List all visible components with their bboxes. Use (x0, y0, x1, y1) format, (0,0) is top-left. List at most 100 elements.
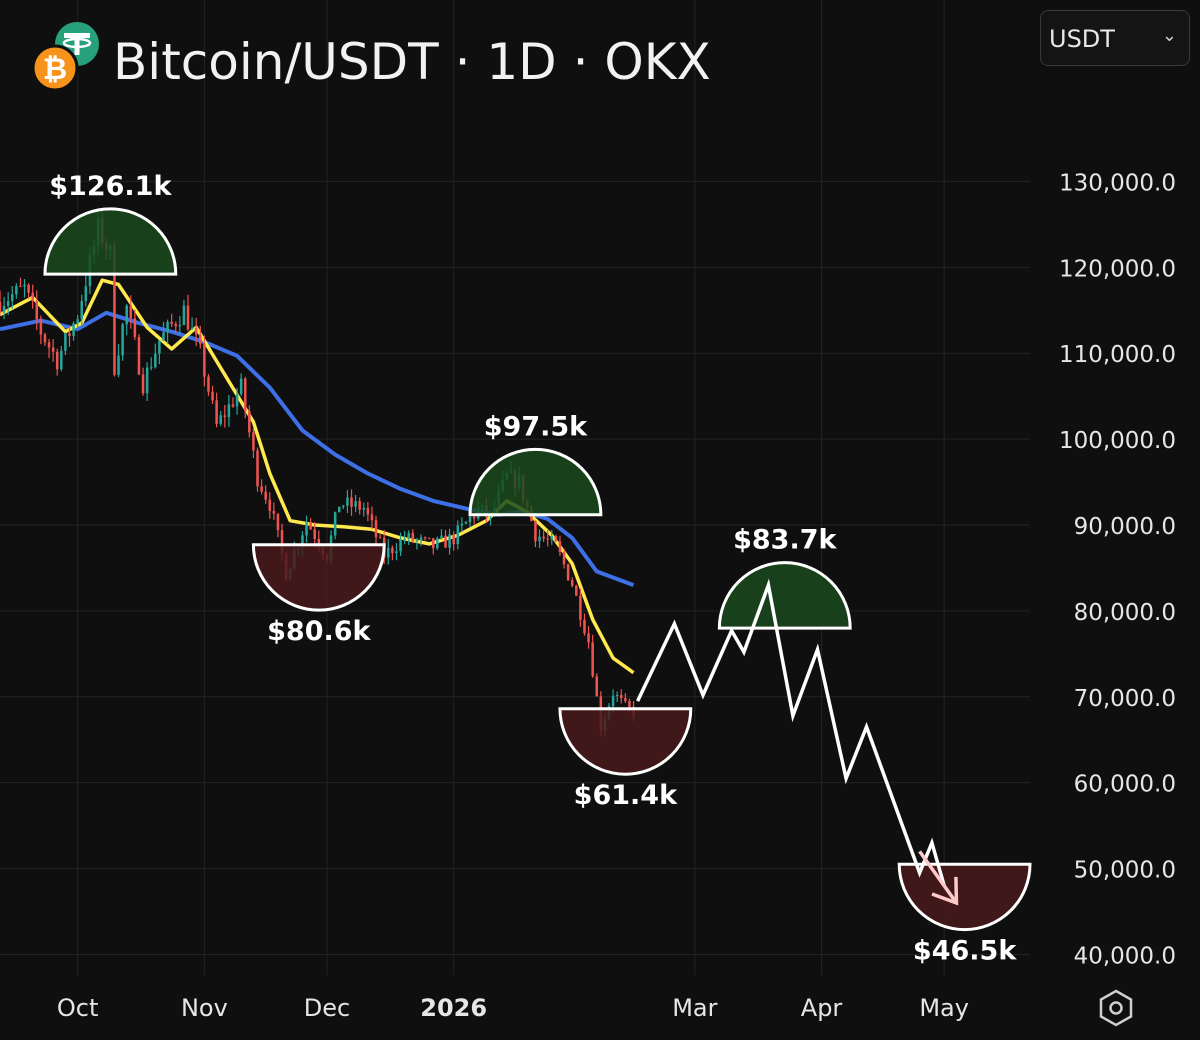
candle (243, 376, 247, 419)
candle (272, 502, 276, 520)
ma-slow-layer (0, 310, 635, 587)
candle (64, 332, 67, 355)
price-label: $80.6k (267, 616, 371, 647)
candle (387, 539, 390, 565)
candle (583, 613, 586, 636)
candle (444, 529, 447, 548)
candle (333, 511, 337, 540)
candle (190, 317, 194, 330)
candle (370, 506, 374, 530)
candle (31, 284, 34, 309)
candle (575, 584, 578, 597)
candle (419, 534, 423, 547)
candle (166, 319, 169, 344)
candle (554, 534, 558, 543)
candle (137, 334, 141, 376)
candle (2, 297, 6, 320)
candle (76, 314, 79, 329)
y-tick-label: 50,000.0 (1074, 858, 1176, 884)
candle (427, 537, 431, 540)
candle (395, 543, 398, 561)
svg-text:₿: ₿ (43, 52, 67, 87)
price-labels-layer: $126.1k $80.6k $97.5k $61.4k $83.7k $46.5k (49, 171, 1017, 967)
x-tick-label: Apr (801, 994, 843, 1022)
price-label: $61.4k (574, 780, 678, 811)
candle (6, 292, 10, 315)
ma-slow-line (0, 310, 635, 587)
bitcoin-icon: ₿ (31, 44, 79, 92)
candle (411, 529, 415, 544)
candle (566, 563, 570, 581)
candle (423, 536, 427, 541)
candle (391, 545, 394, 561)
bottom-zone (558, 707, 693, 776)
x-tick-label: Oct (57, 994, 99, 1022)
candle (538, 529, 541, 548)
candle (84, 275, 88, 307)
candle (39, 315, 43, 345)
candle (468, 514, 472, 528)
bottom-zone (897, 862, 1032, 932)
down-arrow (918, 850, 959, 906)
candle (587, 626, 590, 649)
candle (350, 489, 353, 516)
chart-title: Bitcoin/USDT · 1D · OKX (113, 33, 711, 91)
candle (399, 532, 402, 557)
candle (55, 348, 59, 376)
candle (460, 517, 464, 533)
candle (223, 404, 227, 428)
candle (149, 357, 153, 371)
candle (68, 325, 71, 347)
candle (27, 283, 30, 299)
top-zone (717, 561, 852, 630)
candle (407, 530, 410, 546)
candle (620, 689, 623, 704)
candle (305, 515, 308, 543)
candle (199, 325, 202, 349)
bottom-zone (251, 543, 386, 612)
x-tick-label: Dec (304, 994, 350, 1022)
y-tick-label: 70,000.0 (1074, 686, 1176, 712)
candle (346, 490, 349, 514)
x-tick-label: May (919, 994, 969, 1022)
candle (579, 588, 582, 627)
currency-select-value: USDT (1049, 25, 1115, 53)
top-zone (43, 207, 178, 276)
y-tick-label: 120,000.0 (1059, 256, 1176, 282)
candle (378, 533, 382, 539)
candle (80, 294, 84, 327)
candle (162, 321, 165, 341)
axes-layer: 130,000.0 120,000.0 110,000.0 100,000.0 90,0… (57, 170, 1176, 1022)
candle (452, 531, 455, 551)
candle (0, 290, 2, 317)
y-tick-label: 40,000.0 (1074, 943, 1176, 969)
candle (231, 397, 235, 408)
settings-hexagon-icon[interactable] (1099, 989, 1133, 1027)
projection-layer (636, 578, 959, 906)
candle (436, 536, 439, 551)
candle (374, 515, 378, 546)
zones-layer (43, 207, 1032, 932)
candle (133, 309, 137, 341)
candle (260, 479, 263, 495)
currency-select[interactable]: USDT ⌄ (1040, 10, 1190, 66)
candle (615, 691, 619, 703)
price-label: $83.7k (733, 525, 837, 556)
candle (276, 513, 280, 538)
candle (235, 388, 239, 415)
candle (211, 385, 214, 405)
candle (546, 529, 549, 547)
candle (194, 317, 198, 346)
y-tick-label: 100,000.0 (1059, 428, 1176, 454)
x-tick-label: Mar (672, 994, 717, 1022)
candle (145, 362, 149, 401)
candle (117, 344, 120, 378)
candle (464, 521, 468, 525)
candle (342, 504, 345, 509)
candle (415, 537, 419, 550)
candle (362, 502, 366, 517)
candle (19, 277, 22, 288)
candle (141, 367, 145, 396)
candle (239, 373, 243, 397)
